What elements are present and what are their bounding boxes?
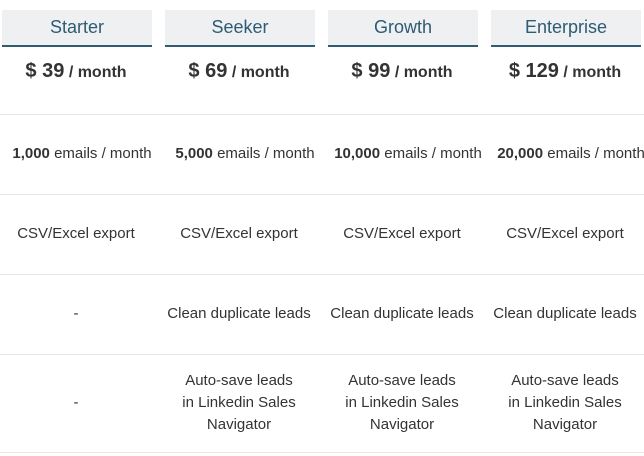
price-amount: $ 69	[188, 60, 228, 82]
autosave-feature: Auto-save leads in Linkedin Sales Naviga…	[345, 372, 459, 433]
price-amount: $ 39	[25, 60, 65, 82]
row-divider	[0, 452, 644, 453]
plan-name: Seeker	[165, 10, 315, 47]
row-divider	[0, 194, 644, 195]
emails-unit: emails / month	[547, 145, 644, 162]
row-divider	[0, 354, 644, 355]
export-feature: CSV/Excel export	[180, 225, 298, 242]
emails-count: 10,000	[334, 145, 381, 162]
duplicates-feature: Clean duplicate leads	[167, 305, 311, 322]
emails-feature: 1,000 emails / month	[6, 143, 158, 165]
plan-column-enterprise: Enterprise $ 129 / month 20,000 emails /…	[489, 0, 644, 456]
plan-column-growth: Growth $ 99 / month 10,000 emails / mont…	[326, 0, 482, 456]
plan-name: Growth	[328, 10, 478, 47]
plan-column-seeker: Seeker $ 69 / month 5,000 emails / month…	[163, 0, 315, 456]
emails-unit: emails / month	[384, 145, 482, 162]
emails-feature: 5,000 emails / month	[169, 143, 321, 165]
duplicates-feature: Clean duplicate leads	[330, 305, 474, 322]
emails-count: 20,000	[497, 145, 544, 162]
price-period: / month	[68, 64, 127, 81]
emails-unit: emails / month	[217, 145, 315, 162]
plan-price: $ 69 / month	[163, 60, 315, 90]
emails-unit: emails / month	[54, 145, 152, 162]
price-period: / month	[394, 64, 453, 81]
row-divider	[0, 274, 644, 275]
plan-column-starter: Starter $ 39 / month 1,000 emails / mont…	[0, 0, 152, 456]
row-divider	[0, 114, 644, 115]
autosave-feature: Auto-save leads in Linkedin Sales Naviga…	[508, 372, 622, 433]
autosave-feature: -	[73, 394, 79, 411]
plan-name: Enterprise	[491, 10, 641, 47]
emails-feature: 10,000 emails / month	[332, 143, 484, 165]
plan-price: $ 99 / month	[326, 60, 478, 90]
plan-price: $ 129 / month	[489, 60, 641, 90]
emails-count: 1,000	[12, 145, 50, 162]
duplicates-feature: -	[73, 305, 79, 322]
autosave-feature: Auto-save leads in Linkedin Sales Naviga…	[182, 372, 296, 433]
export-feature: CSV/Excel export	[506, 225, 624, 242]
price-amount: $ 129	[508, 60, 559, 82]
export-feature: CSV/Excel export	[17, 225, 135, 242]
price-amount: $ 99	[351, 60, 391, 82]
export-feature: CSV/Excel export	[343, 225, 461, 242]
duplicates-feature: Clean duplicate leads	[493, 305, 637, 322]
price-period: / month	[231, 64, 290, 81]
emails-feature: 20,000 emails / month	[495, 143, 644, 165]
plan-price: $ 39 / month	[0, 60, 152, 90]
emails-count: 5,000	[175, 145, 213, 162]
plan-name: Starter	[2, 10, 152, 47]
price-period: / month	[563, 64, 622, 81]
